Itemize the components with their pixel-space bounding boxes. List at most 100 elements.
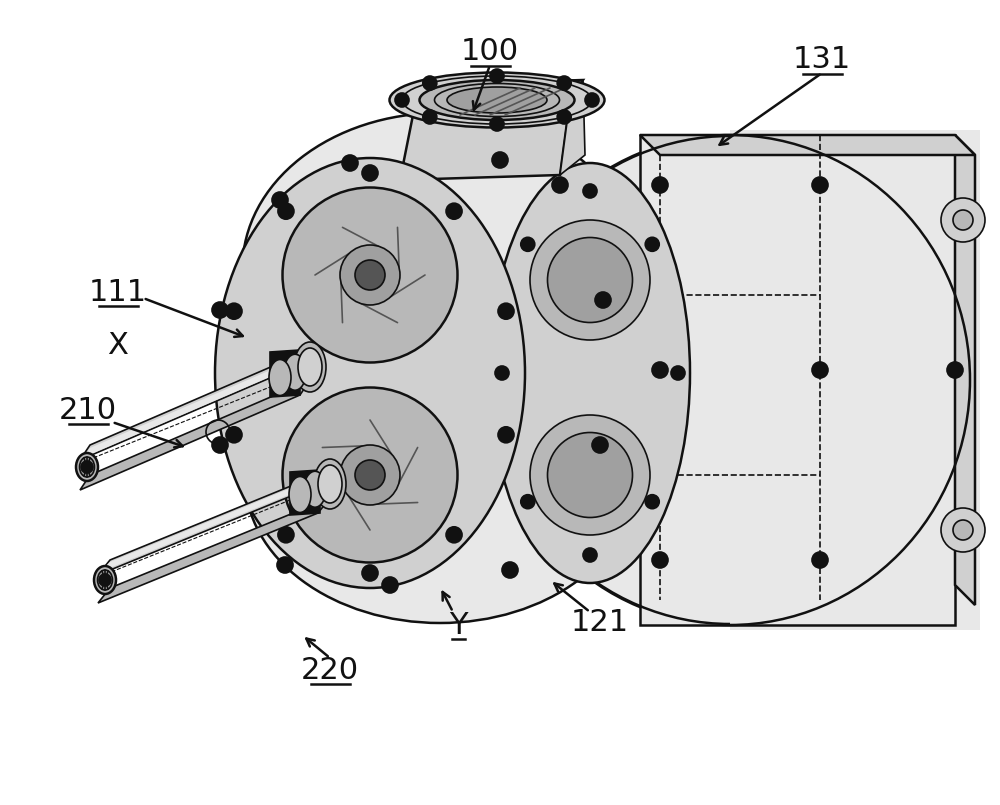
Circle shape (382, 577, 398, 593)
Circle shape (226, 303, 242, 320)
Polygon shape (98, 470, 330, 575)
Circle shape (645, 495, 659, 509)
Circle shape (212, 437, 228, 453)
Text: 111: 111 (89, 278, 147, 307)
Circle shape (340, 245, 400, 305)
Circle shape (446, 526, 462, 543)
Circle shape (446, 203, 462, 219)
Circle shape (81, 461, 93, 473)
Circle shape (490, 69, 504, 83)
Circle shape (583, 184, 597, 198)
Ellipse shape (76, 453, 98, 481)
Text: 121: 121 (571, 608, 629, 637)
Polygon shape (80, 380, 310, 490)
Circle shape (355, 460, 385, 490)
Polygon shape (730, 130, 980, 630)
Ellipse shape (80, 457, 94, 477)
Text: 220: 220 (301, 655, 359, 684)
Ellipse shape (402, 76, 592, 124)
Polygon shape (400, 100, 570, 180)
Ellipse shape (548, 432, 633, 518)
Circle shape (212, 302, 228, 318)
Circle shape (278, 203, 294, 219)
Ellipse shape (447, 87, 547, 113)
Ellipse shape (530, 415, 650, 535)
Text: 210: 210 (59, 395, 117, 424)
Circle shape (812, 552, 828, 568)
Ellipse shape (283, 188, 458, 362)
Circle shape (226, 427, 242, 443)
Polygon shape (415, 80, 583, 105)
Ellipse shape (294, 342, 326, 392)
Circle shape (395, 93, 409, 107)
Ellipse shape (94, 566, 116, 594)
Polygon shape (80, 350, 310, 460)
Ellipse shape (548, 237, 633, 323)
Ellipse shape (304, 471, 326, 507)
Circle shape (953, 520, 973, 540)
Circle shape (99, 574, 111, 586)
Polygon shape (640, 135, 975, 155)
Circle shape (340, 445, 400, 505)
Ellipse shape (420, 80, 574, 120)
Ellipse shape (269, 360, 291, 395)
Ellipse shape (98, 570, 112, 590)
Polygon shape (640, 135, 955, 625)
Circle shape (498, 303, 514, 320)
Circle shape (355, 260, 385, 290)
Ellipse shape (284, 354, 306, 390)
Ellipse shape (318, 465, 342, 503)
Circle shape (278, 526, 294, 543)
Ellipse shape (298, 348, 322, 386)
Circle shape (492, 152, 508, 168)
Circle shape (812, 177, 828, 193)
Ellipse shape (490, 163, 690, 583)
Ellipse shape (215, 158, 525, 588)
Circle shape (272, 192, 288, 208)
Text: Y: Y (449, 610, 467, 639)
Circle shape (277, 557, 293, 573)
Ellipse shape (245, 333, 635, 623)
Text: X: X (108, 331, 128, 360)
Circle shape (953, 210, 973, 230)
Circle shape (671, 366, 685, 380)
Circle shape (362, 165, 378, 181)
Polygon shape (290, 470, 320, 515)
Circle shape (652, 362, 668, 378)
Polygon shape (100, 472, 330, 572)
Circle shape (652, 552, 668, 568)
Ellipse shape (283, 387, 458, 563)
Polygon shape (98, 498, 330, 603)
Circle shape (521, 495, 535, 509)
Circle shape (498, 427, 514, 443)
Polygon shape (560, 80, 585, 175)
Polygon shape (955, 135, 975, 605)
Polygon shape (82, 353, 310, 458)
Ellipse shape (390, 72, 604, 127)
Circle shape (941, 508, 985, 552)
Circle shape (583, 548, 597, 562)
Circle shape (495, 366, 509, 380)
Circle shape (423, 76, 437, 90)
Circle shape (362, 565, 378, 581)
Circle shape (521, 237, 535, 251)
Polygon shape (245, 268, 635, 478)
Ellipse shape (314, 459, 346, 509)
Circle shape (941, 198, 985, 242)
Circle shape (812, 362, 828, 378)
Polygon shape (270, 350, 300, 397)
Circle shape (595, 292, 611, 308)
Text: 100: 100 (461, 38, 519, 67)
Circle shape (592, 437, 608, 453)
Ellipse shape (242, 113, 638, 423)
Circle shape (423, 110, 437, 124)
Circle shape (557, 110, 571, 124)
Circle shape (502, 562, 518, 578)
Circle shape (342, 155, 358, 171)
Text: 131: 131 (793, 46, 851, 75)
Circle shape (947, 362, 963, 378)
Circle shape (490, 117, 504, 131)
Ellipse shape (490, 135, 970, 625)
Circle shape (557, 76, 571, 90)
Circle shape (552, 177, 568, 193)
